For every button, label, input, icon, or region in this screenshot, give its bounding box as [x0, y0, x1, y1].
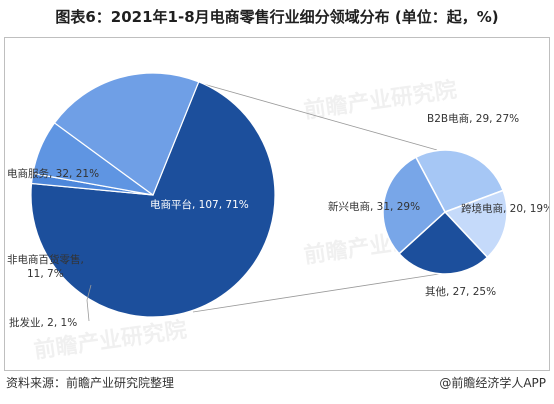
connector-bottom: [192, 273, 440, 313]
label-non-ecommerce-retail-line2: 11, 7%: [27, 268, 64, 280]
chart-area: 前瞻产业研究院前瞻产业研究院前瞻产业研究院前瞻产业研究院 电商平台, 107, …: [4, 37, 553, 371]
slice-other: [398, 210, 489, 275]
chart-title: 图表6：2021年1-8月电商零售行业细分领域分布 (单位：起，%): [55, 8, 499, 26]
connector-lines: [174, 75, 440, 313]
brand-note: @前瞻经济学人APP: [439, 376, 546, 390]
slice-new-ecommerce: [382, 156, 446, 255]
label-b2b-ecommerce: B2B电商, 29, 27%: [427, 112, 519, 125]
leader-line-wholesale: [86, 284, 92, 322]
slice-b2b-ecommerce: [414, 149, 505, 213]
label-non-ecommerce-retail-line1: 非电商百货零售,: [7, 253, 84, 266]
secondary-pie: [382, 149, 508, 275]
label-cross-border-ecommerce: 跨境电商, 20, 19%: [461, 202, 549, 215]
source-note: 资料来源：前瞻产业研究院整理: [6, 376, 175, 390]
label-new-ecommerce: 新兴电商, 31, 29%: [328, 200, 420, 213]
label-other: 其他, 27, 25%: [425, 285, 496, 298]
slice-ecommerce-service: [53, 72, 200, 196]
label-wholesale: 批发业, 2, 1%: [9, 316, 77, 329]
slice-cross-border-ecommerce: [443, 189, 508, 259]
connector-top: [174, 75, 438, 151]
pie-of-pie-chart: 前瞻产业研究院前瞻产业研究院前瞻产业研究院前瞻产业研究院 电商平台, 107, …: [7, 72, 553, 364]
slice-ecommerce-platform: [30, 81, 276, 318]
main-pie: [30, 72, 276, 318]
data-labels: 电商平台, 107, 71% 电商服务, 32, 21% 非电商百货零售, 11, 7…: [7, 112, 553, 329]
label-ecommerce-service: 电商服务, 32, 21%: [7, 167, 99, 180]
label-ecommerce-platform: 电商平台, 107, 71%: [150, 198, 249, 211]
